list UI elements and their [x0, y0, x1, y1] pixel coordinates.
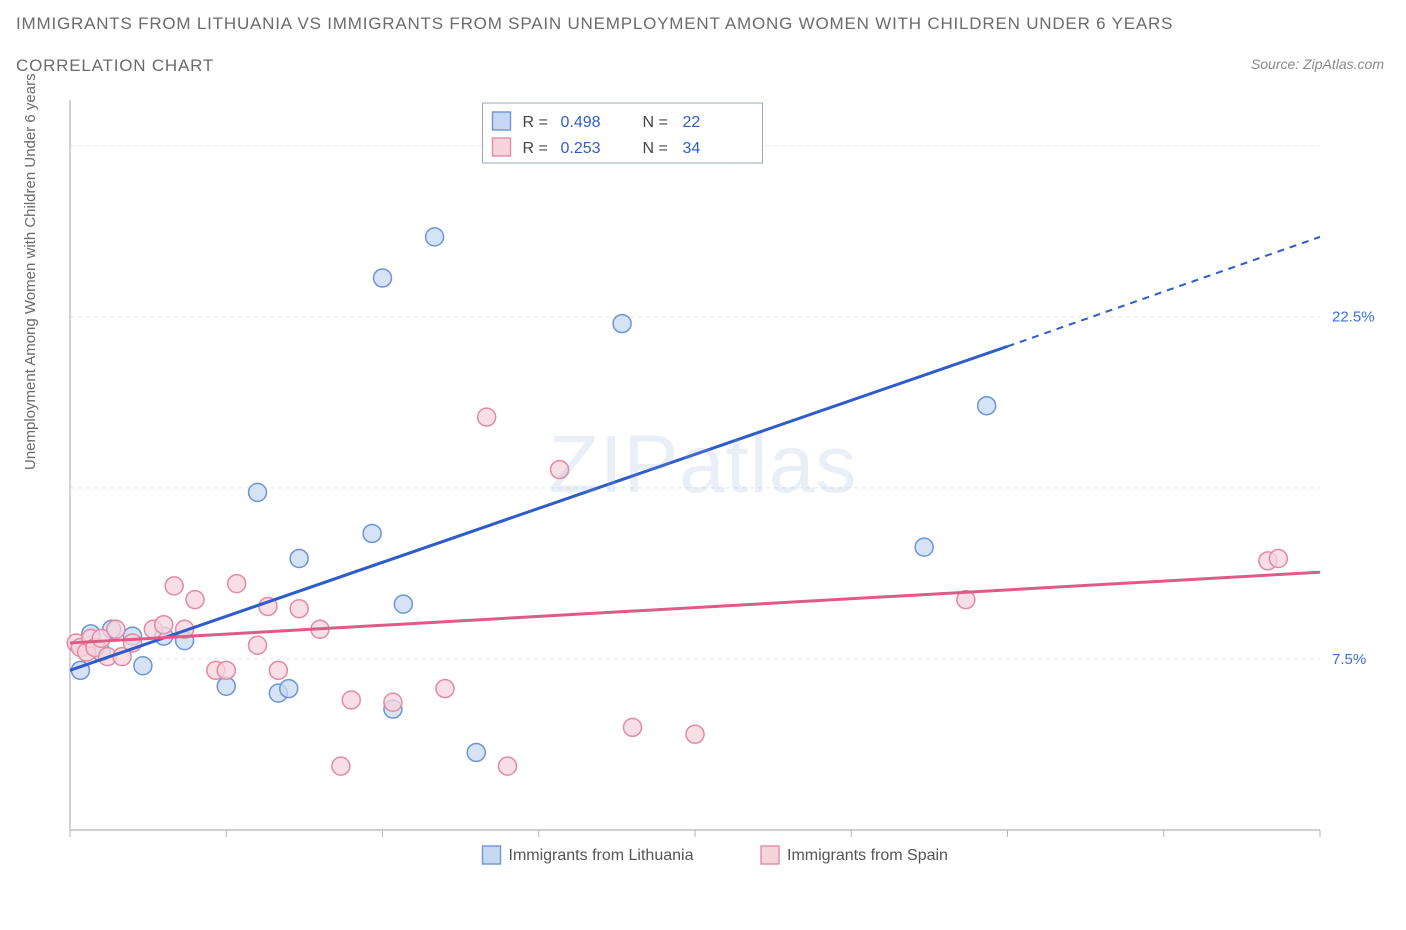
svg-text:Immigrants from Spain: Immigrants from Spain: [787, 847, 948, 864]
scatter-plot: 7.5% 22.5% R = 0.498 N = 22 R = 0.253 N = 34 Immig…: [50, 90, 1390, 880]
svg-text:Immigrants from Lithuania: Immigrants from Lithuania: [509, 847, 694, 864]
svg-text:N =: N =: [643, 140, 668, 157]
y-axis-label: Unemployment Among Women with Children U…: [22, 73, 39, 470]
svg-text:34: 34: [683, 140, 701, 157]
svg-text:0.498: 0.498: [561, 114, 601, 131]
chart-subtitle: CORRELATION CHART: [16, 56, 214, 76]
svg-text:N =: N =: [643, 114, 668, 131]
source-label: Source: ZipAtlas.com: [1251, 56, 1384, 72]
chart-title: IMMIGRANTS FROM LITHUANIA VS IMMIGRANTS …: [16, 14, 1173, 34]
svg-text:R =: R =: [523, 114, 548, 131]
svg-text:22.5%: 22.5%: [1332, 309, 1375, 326]
svg-text:22: 22: [683, 114, 701, 131]
svg-text:7.5%: 7.5%: [1332, 651, 1366, 668]
svg-text:0.253: 0.253: [561, 140, 601, 157]
svg-text:R =: R =: [523, 140, 548, 157]
